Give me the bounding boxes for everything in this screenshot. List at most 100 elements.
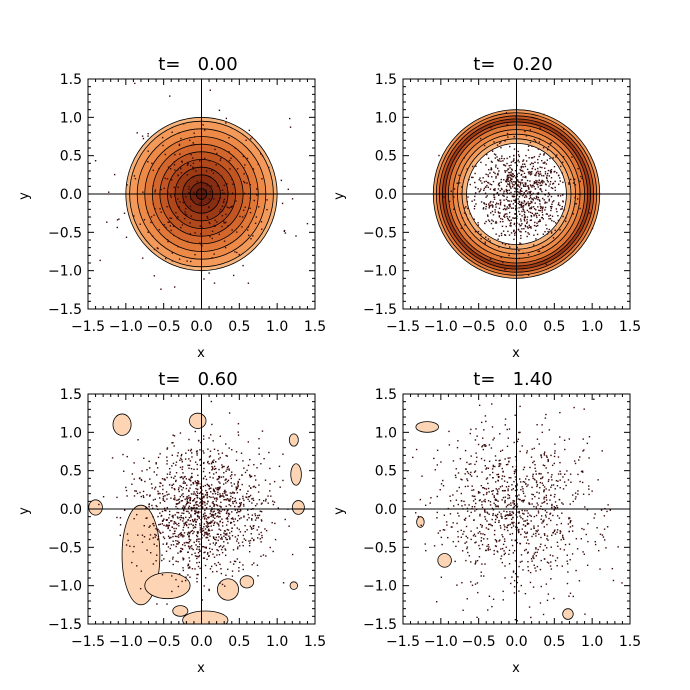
particle-point — [543, 534, 546, 536]
particle-point — [574, 498, 577, 500]
particle-point — [119, 534, 121, 537]
particle-point — [555, 156, 557, 158]
particle-point — [194, 254, 196, 256]
particle-point — [231, 575, 234, 577]
particle-point — [457, 540, 460, 543]
particle-point — [196, 484, 198, 487]
particle-point — [174, 498, 176, 501]
particle-point — [499, 486, 502, 488]
particle-point — [546, 456, 548, 458]
x-axis-label: x — [197, 346, 205, 361]
particle-point — [515, 161, 517, 164]
particle-point — [199, 501, 202, 503]
particle-point — [170, 536, 172, 539]
particle-point — [536, 502, 538, 504]
particle-point — [484, 498, 486, 501]
particle-point — [153, 471, 155, 473]
particle-point — [166, 448, 168, 450]
particle-point — [518, 257, 520, 260]
particle-point — [495, 220, 497, 223]
particle-point — [545, 499, 548, 501]
particle-point — [504, 171, 507, 173]
particle-point — [500, 160, 502, 162]
particle-point — [515, 231, 517, 233]
x-tick-label: −1.5 — [71, 634, 105, 650]
particle-point — [518, 186, 521, 188]
particle-point — [218, 468, 220, 471]
particle-point — [452, 522, 454, 524]
particle-point — [167, 221, 169, 224]
particle-point — [172, 225, 175, 228]
particle-point — [513, 592, 516, 594]
particle-point — [168, 493, 170, 495]
particle-point — [522, 170, 524, 172]
particle-point — [487, 482, 489, 485]
particle-point — [532, 192, 534, 195]
particle-point — [478, 178, 480, 181]
particle-point — [163, 558, 165, 560]
particle-point — [218, 233, 220, 236]
particle-point — [494, 499, 497, 501]
particle-point — [188, 490, 190, 493]
particle-point — [194, 493, 196, 495]
particle-point — [514, 232, 516, 234]
particle-point — [238, 518, 241, 520]
particle-point — [519, 213, 521, 215]
particle-point — [270, 495, 272, 497]
particle-point — [159, 453, 161, 455]
particle-point — [515, 199, 517, 202]
particle-point — [533, 525, 535, 527]
particle-point — [163, 224, 166, 226]
particle-point — [537, 529, 539, 531]
particle-point — [169, 194, 172, 197]
particle-point — [227, 518, 229, 520]
particle-point — [525, 160, 528, 162]
particle-point — [189, 205, 192, 208]
particle-point — [550, 231, 553, 233]
particle-point — [249, 494, 252, 497]
particle-point — [514, 456, 517, 458]
particle-point — [212, 514, 214, 517]
particle-point — [512, 184, 514, 186]
particle-point — [463, 500, 465, 503]
particle-point — [504, 496, 507, 498]
particle-point — [263, 457, 265, 460]
particle-point — [284, 518, 286, 521]
particle-point — [197, 510, 199, 513]
particle-point — [219, 208, 222, 211]
particle-point — [219, 494, 222, 497]
particle-point — [196, 468, 198, 470]
x-tick-label: 1.0 — [581, 319, 603, 335]
particle-point — [136, 565, 138, 567]
particle-point — [499, 199, 501, 201]
particle-point — [593, 517, 595, 519]
particle-point — [235, 200, 237, 202]
particle-point — [487, 175, 490, 178]
particle-point — [493, 502, 495, 504]
particle-point — [509, 457, 511, 459]
particle-point — [258, 484, 260, 486]
particle-point — [210, 496, 212, 499]
particle-point — [501, 475, 504, 477]
particle-point — [477, 222, 479, 224]
particle-point — [550, 454, 552, 457]
particle-point — [554, 533, 557, 535]
particle-point — [545, 263, 548, 266]
particle-point — [250, 533, 252, 535]
particle-point — [503, 490, 505, 492]
particle-point — [242, 155, 245, 158]
particle-point — [185, 523, 188, 526]
particle-point — [510, 177, 512, 180]
particle-point — [226, 511, 228, 513]
particle-point — [154, 498, 156, 501]
particle-point — [176, 543, 178, 545]
particle-point — [543, 113, 545, 116]
particle-point — [229, 538, 231, 540]
particle-point — [126, 184, 128, 186]
particle-point — [508, 234, 511, 236]
particle-point — [188, 535, 190, 537]
particle-point — [471, 584, 474, 587]
particle-point — [219, 582, 221, 584]
particle-point — [417, 515, 420, 518]
particle-point — [217, 478, 220, 480]
